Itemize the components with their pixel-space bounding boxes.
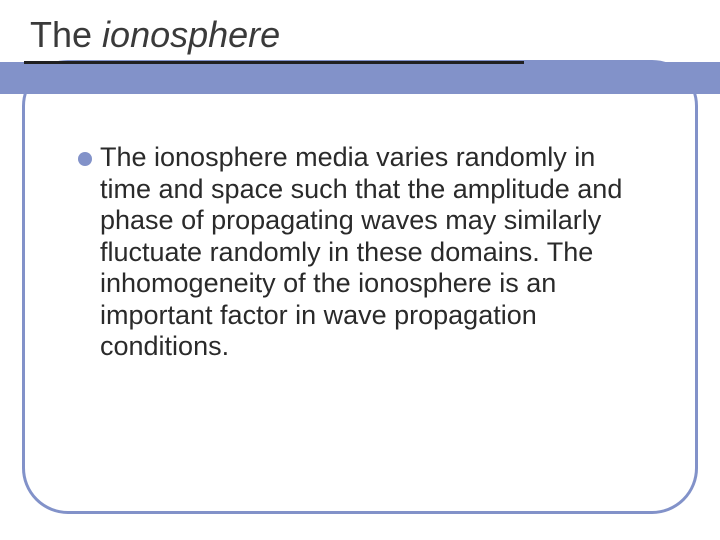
slide-title: The ionosphere (30, 14, 280, 56)
title-underline (24, 61, 524, 64)
bullet-item: The ionosphere media varies randomly in … (78, 142, 638, 363)
slide: The ionosphere The ionosphere media vari… (0, 0, 720, 540)
body-text: The ionosphere media varies randomly in … (100, 142, 638, 363)
title-prefix: The (30, 14, 102, 55)
bullet-icon (78, 152, 92, 166)
content-area: The ionosphere media varies randomly in … (78, 142, 638, 363)
title-italic: ionosphere (102, 14, 280, 55)
